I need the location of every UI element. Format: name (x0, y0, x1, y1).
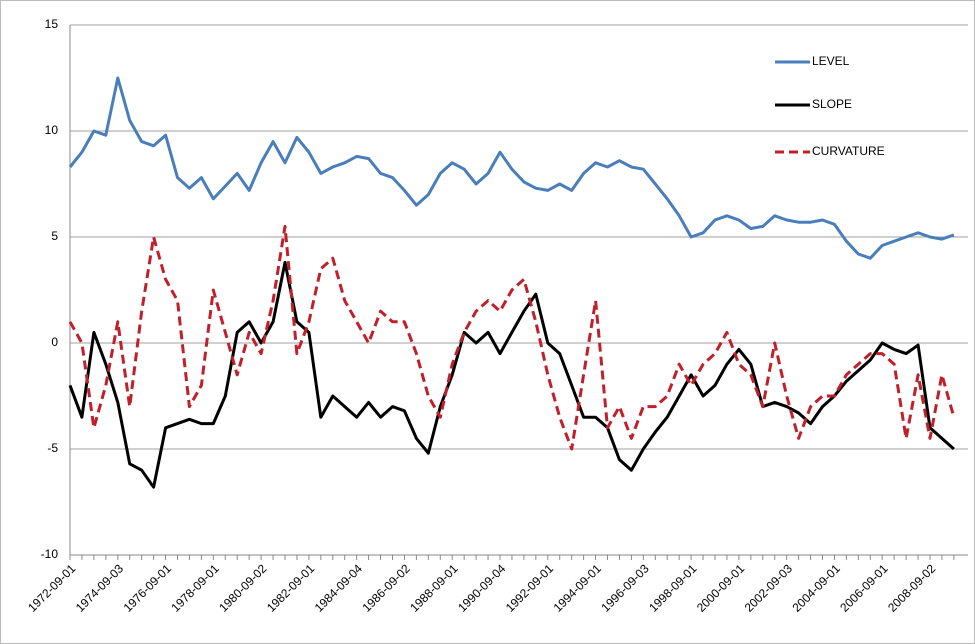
legend-label: SLOPE (812, 97, 852, 111)
y-tick-label: 10 (45, 123, 59, 137)
series-line (68, 224, 956, 451)
y-tick-label: -10 (41, 547, 59, 561)
y-tick-label: -5 (47, 441, 58, 455)
y-tick-label: 15 (45, 17, 59, 31)
legend-label: LEVEL (812, 54, 850, 68)
series-line (68, 76, 955, 260)
y-tick-label: 0 (51, 335, 58, 349)
y-tick-label: 5 (51, 229, 58, 243)
legend-label: CURVATURE (812, 144, 885, 158)
